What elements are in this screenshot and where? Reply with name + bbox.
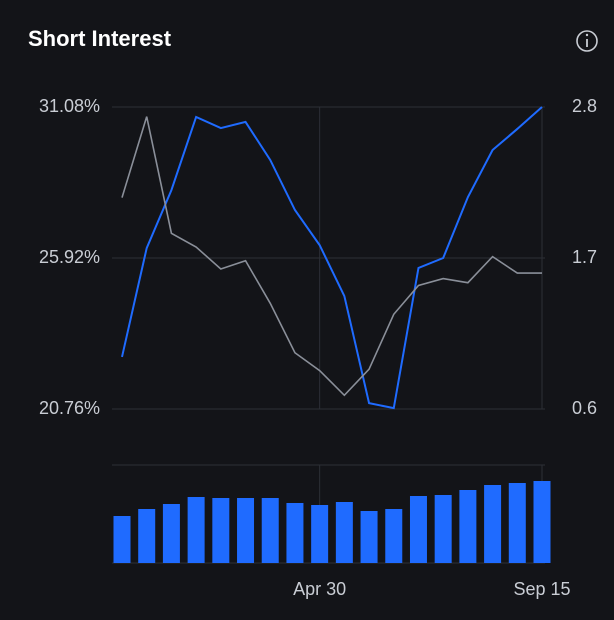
bar: [409, 496, 427, 563]
bar: [138, 509, 156, 563]
bar: [385, 509, 403, 563]
data-line: [121, 106, 543, 410]
y2-tick-label: 2.8: [572, 96, 597, 116]
y-tick-label: 31.08%: [39, 96, 100, 116]
bar: [113, 516, 131, 563]
bar: [434, 495, 452, 563]
x-tick-label: Apr 30: [293, 579, 346, 599]
bar: [187, 497, 205, 563]
chart-title: Short Interest: [28, 26, 172, 51]
bar: [335, 502, 353, 563]
y2-tick-label: 0.6: [572, 398, 597, 418]
bar: [261, 498, 279, 563]
bar: [286, 503, 304, 563]
y-tick-label: 20.76%: [39, 398, 100, 418]
x-tick-label: Sep 15: [513, 579, 570, 599]
bar: [162, 504, 180, 563]
bar: [360, 511, 378, 563]
bar: [212, 498, 230, 563]
bar: [237, 498, 255, 563]
bar: [311, 505, 329, 563]
bar: [484, 485, 502, 563]
info-icon[interactable]: [576, 30, 598, 52]
bar: [459, 490, 477, 563]
bar: [508, 483, 526, 563]
y-tick-label: 25.92%: [39, 247, 100, 267]
bar: [533, 481, 551, 563]
data-line: [121, 116, 542, 397]
y2-tick-label: 1.7: [572, 247, 597, 267]
